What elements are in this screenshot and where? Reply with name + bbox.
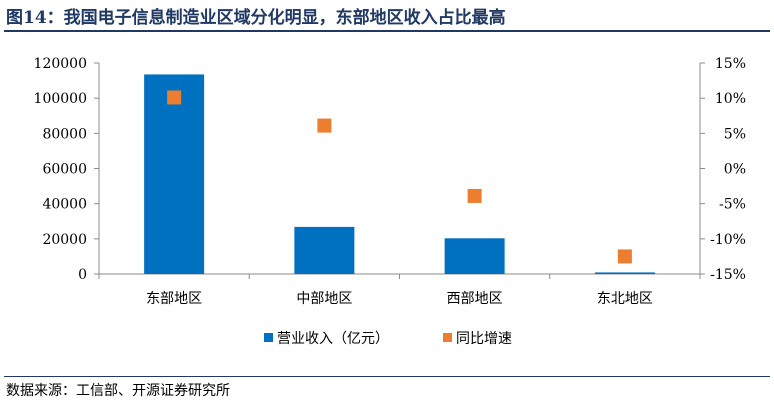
y-left-tick-label: 20000 bbox=[42, 232, 87, 248]
y-right-tick-label: 5% bbox=[724, 126, 746, 142]
y-left-tick-label: 80000 bbox=[42, 126, 87, 142]
bar-revenue bbox=[144, 74, 205, 274]
source-note: 数据来源：工信部、开源证券研究所 bbox=[6, 383, 230, 399]
legend-label-revenue: 营业收入（亿元） bbox=[277, 331, 389, 347]
bar-revenue bbox=[594, 272, 655, 274]
y-left-tick-label: 40000 bbox=[42, 197, 87, 213]
y-left-tick-label: 100000 bbox=[34, 91, 87, 107]
y-right-tick-label: 0% bbox=[724, 162, 746, 178]
y-right-tick-label: -5% bbox=[719, 197, 746, 213]
point-growth bbox=[317, 118, 332, 133]
y-left-tick-label: 120000 bbox=[34, 56, 87, 72]
y-right-tick-label: -15% bbox=[710, 267, 746, 283]
chart: 0 20000 40000 60000 80000 100000 120000 -15% -10… bbox=[34, 56, 746, 347]
source-rule bbox=[4, 376, 770, 377]
legend-label-growth: 同比增速 bbox=[456, 331, 512, 347]
figure-title: 图14：我国电子信息制造业区域分化明显，东部地区收入占比最高 bbox=[6, 8, 506, 28]
x-tick-label: 中部地区 bbox=[296, 291, 352, 307]
x-tick-label: 西部地区 bbox=[447, 291, 503, 307]
point-growth bbox=[617, 249, 632, 264]
y-right-tick-label: 15% bbox=[715, 56, 746, 72]
legend-swatch-revenue bbox=[264, 333, 273, 342]
title-rule bbox=[4, 30, 770, 32]
y-left-tick-label: 60000 bbox=[42, 162, 87, 178]
y-left-tick-label: 0 bbox=[78, 267, 87, 283]
x-tick-label: 东部地区 bbox=[146, 291, 202, 307]
legend-swatch-growth bbox=[443, 333, 452, 342]
bar-revenue bbox=[294, 226, 355, 274]
y-right-tick-label: 10% bbox=[715, 91, 746, 107]
point-growth bbox=[167, 90, 182, 105]
point-growth bbox=[467, 188, 482, 203]
bar-revenue bbox=[444, 238, 505, 274]
y-right-tick-label: -10% bbox=[710, 232, 746, 248]
x-tick-label: 东北地区 bbox=[597, 291, 653, 307]
